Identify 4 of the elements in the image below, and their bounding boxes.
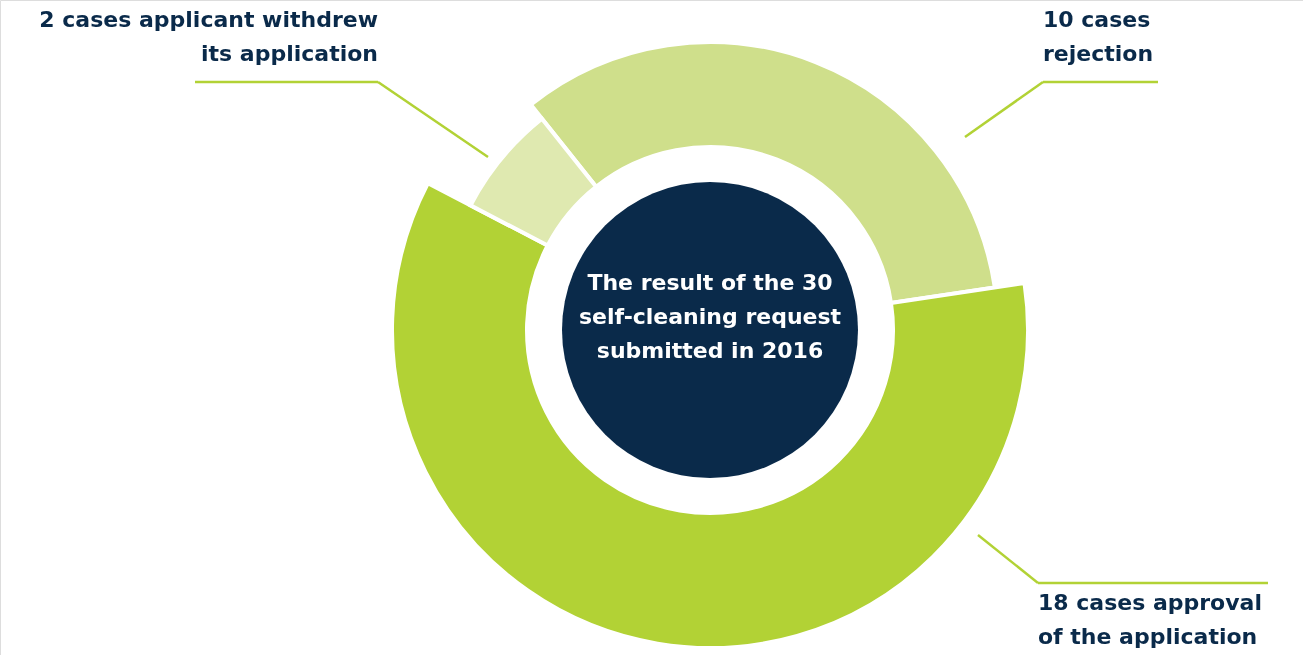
- slice-label: 10 cases rejection: [1043, 7, 1154, 66]
- slice-label: 18 cases approval of the application: [1038, 590, 1262, 649]
- text: The result of the 30 self-cleaning request submitted in 2016: [578, 270, 842, 363]
- slice-label: 2 cases applicant withdrew its application: [39, 7, 378, 66]
